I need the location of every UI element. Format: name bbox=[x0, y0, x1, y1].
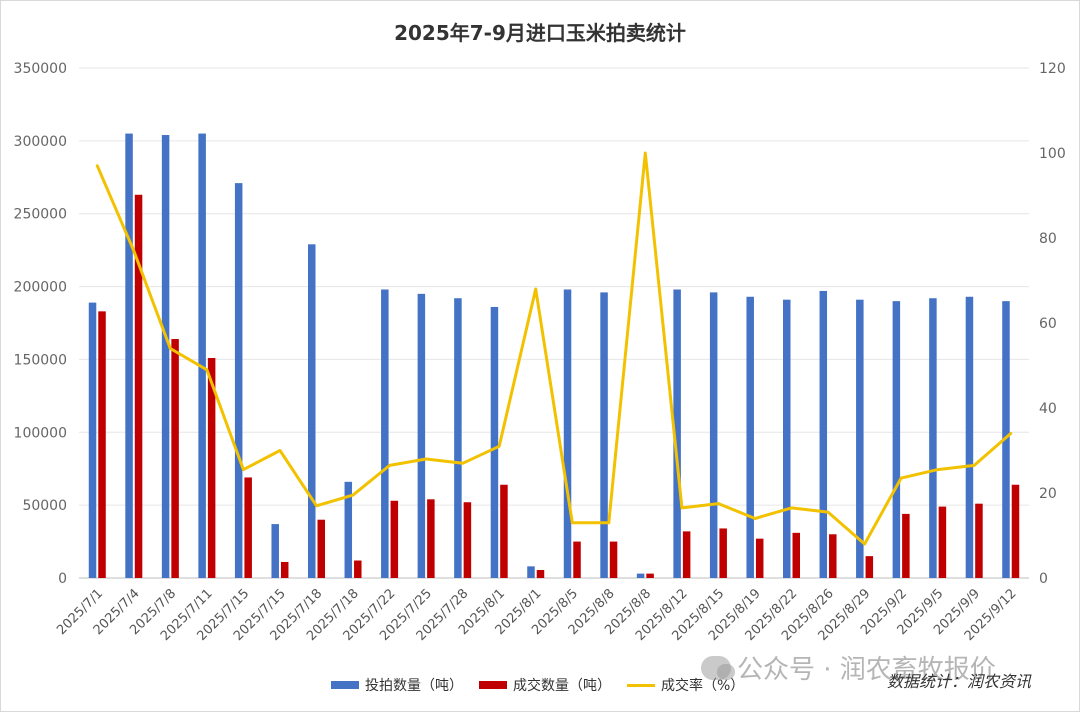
y-right-tick-label: 0 bbox=[1039, 571, 1048, 587]
bar-deal bbox=[280, 561, 289, 578]
legend-label-deal: 成交数量（吨） bbox=[513, 678, 611, 694]
bar-deal bbox=[207, 357, 216, 578]
bar-deal bbox=[134, 194, 143, 578]
bar-bid bbox=[783, 299, 791, 578]
watermark: 公众号 · 润农畜牧报价 bbox=[701, 649, 996, 686]
y-right-tick-label: 120 bbox=[1039, 61, 1066, 77]
bar-deal bbox=[536, 569, 545, 578]
bar-deal bbox=[1011, 484, 1020, 578]
y-left-tick-label: 150000 bbox=[14, 352, 67, 368]
bar-bid bbox=[161, 135, 170, 578]
y-left-tick-label: 100000 bbox=[14, 425, 67, 441]
bar-deal bbox=[171, 339, 179, 578]
bar-deal bbox=[682, 531, 691, 578]
bar-bid bbox=[234, 183, 243, 578]
bar-bid bbox=[856, 299, 864, 578]
y-right-tick-label: 100 bbox=[1039, 146, 1066, 162]
y-right-tick-label: 60 bbox=[1039, 316, 1057, 332]
bar-deal bbox=[463, 502, 472, 578]
bar-deal bbox=[755, 538, 764, 578]
y-right-tick-label: 20 bbox=[1039, 486, 1057, 502]
bar-deal bbox=[98, 311, 106, 578]
bar-bid bbox=[198, 133, 206, 579]
bar-deal bbox=[865, 556, 874, 578]
legend: 投拍数量（吨） 成交数量（吨） 成交率（%） bbox=[331, 675, 760, 695]
wechat-icon bbox=[701, 655, 735, 680]
y-right-tick-label: 40 bbox=[1039, 401, 1057, 417]
line-rate bbox=[95, 151, 1013, 546]
watermark-text: 公众号 · 润农畜牧报价 bbox=[737, 655, 996, 685]
bar-bid bbox=[819, 290, 828, 578]
bar-bid bbox=[600, 292, 608, 578]
bar-deal bbox=[829, 534, 837, 578]
bar-deal bbox=[902, 513, 910, 578]
bar-bid bbox=[308, 244, 316, 579]
y-left-tick-label: 300000 bbox=[14, 134, 67, 150]
legend-item-bid: 投拍数量（吨） bbox=[331, 675, 463, 695]
y-left-tick-label: 250000 bbox=[14, 207, 67, 223]
bar-bid bbox=[892, 301, 901, 578]
legend-item-deal: 成交数量（吨） bbox=[479, 675, 611, 695]
y-left-tick-label: 50000 bbox=[22, 498, 67, 514]
bar-deal bbox=[938, 506, 947, 578]
y-right-tick-label: 80 bbox=[1039, 231, 1057, 247]
bar-deal bbox=[646, 573, 654, 578]
legend-label-bid: 投拍数量（吨） bbox=[365, 678, 463, 694]
bar-deal bbox=[354, 560, 362, 578]
legend-label-rate: 成交率（%） bbox=[661, 678, 745, 694]
bar-deal bbox=[792, 532, 800, 578]
y-left-tick-label: 0 bbox=[58, 571, 67, 587]
y-left-tick-label: 200000 bbox=[14, 280, 67, 296]
bar-bid bbox=[125, 133, 133, 579]
bar-deal bbox=[317, 519, 325, 578]
bar-bid bbox=[88, 302, 97, 578]
chart-title: 2025年7-9月进口玉米拍卖统计 bbox=[394, 21, 686, 45]
bar-bid bbox=[709, 292, 718, 578]
bar-bid bbox=[527, 566, 535, 578]
bar-bid bbox=[636, 573, 645, 578]
bar-deal bbox=[390, 500, 399, 578]
bar-deal bbox=[975, 503, 983, 578]
bar-deal bbox=[244, 477, 252, 578]
bar-deal bbox=[573, 541, 581, 578]
bar-deal bbox=[719, 528, 727, 578]
bar-bid bbox=[344, 481, 353, 578]
bar-bid bbox=[454, 298, 462, 578]
bar-bid bbox=[417, 293, 426, 578]
legend-swatch-rate bbox=[627, 683, 655, 687]
legend-swatch-bid bbox=[331, 681, 359, 689]
bar-bid bbox=[746, 296, 754, 578]
bar-bid bbox=[563, 289, 572, 578]
source-note: 数据统计：润农资讯 bbox=[887, 672, 1032, 691]
bar-bid bbox=[271, 524, 279, 578]
bar-deal bbox=[609, 541, 618, 578]
legend-item-rate: 成交率（%） bbox=[627, 675, 744, 695]
bar-bid bbox=[490, 306, 499, 578]
bar-bid bbox=[965, 296, 974, 578]
bar-bid bbox=[381, 289, 389, 578]
legend-swatch-deal bbox=[479, 681, 507, 689]
bar-bid bbox=[929, 298, 937, 578]
bar-bid bbox=[673, 289, 681, 578]
bar-deal bbox=[427, 499, 435, 578]
y-left-tick-label: 350000 bbox=[14, 61, 67, 77]
bar-deal bbox=[500, 484, 508, 578]
